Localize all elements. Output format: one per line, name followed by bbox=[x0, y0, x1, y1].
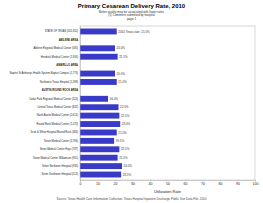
bar bbox=[80, 113, 119, 119]
bar bbox=[80, 104, 119, 110]
category-label: Seton Medical Center Williamson (955) bbox=[33, 156, 78, 160]
bar bbox=[80, 96, 108, 102]
bar bbox=[80, 45, 115, 51]
plot-frame bbox=[80, 26, 255, 180]
y-tick: Seton Medical Center Hays (787) bbox=[40, 147, 80, 151]
y-axis-line bbox=[80, 27, 81, 181]
category-label: Cedar Park Regional Medical Center (524) bbox=[29, 97, 78, 101]
bar bbox=[80, 146, 119, 152]
x-tick-label: 90 bbox=[236, 182, 240, 186]
x-tick: 10 bbox=[96, 180, 100, 186]
category-label: Seton Northwest Hospital (933) bbox=[42, 164, 78, 168]
category-label: Hendrick Medical Center (1,934) bbox=[41, 55, 78, 59]
data-label: 21.0% bbox=[118, 131, 127, 135]
x-tick-label: 20 bbox=[114, 182, 118, 186]
subtitle: page 1 bbox=[127, 17, 137, 21]
y-tick: ABILENE AREA bbox=[59, 38, 80, 42]
x-tick-label: 100 bbox=[253, 182, 259, 186]
bar bbox=[80, 71, 115, 77]
x-tick-label: 70 bbox=[201, 182, 205, 186]
y-tick: Seton Medical Center Williamson (955) bbox=[33, 156, 80, 160]
x-axis-title: Utilization Rate bbox=[154, 189, 182, 194]
bar bbox=[80, 155, 118, 161]
category-label: Central Texas Medical Center (832) bbox=[37, 105, 78, 109]
x-tick-label: 10 bbox=[96, 182, 100, 186]
y-tick: Northwest Texas Hospital (1,598) bbox=[40, 80, 80, 84]
x-tick: 0 bbox=[80, 180, 82, 186]
category-label: ABILENE AREA bbox=[59, 38, 78, 42]
bars bbox=[80, 29, 122, 178]
data-label: 21.5% bbox=[119, 55, 128, 59]
y-tick: Hendrick Medical Center (1,934) bbox=[41, 55, 80, 59]
bar bbox=[80, 54, 118, 60]
category-label: Round Rock Medical Center (1,470) bbox=[37, 122, 79, 126]
bar bbox=[80, 130, 117, 136]
x-tick: 90 bbox=[236, 180, 240, 186]
x-tick: 40 bbox=[149, 180, 153, 186]
category-label: AMARILLO AREA bbox=[56, 63, 78, 67]
category-label: Northwest Texas Hospital (1,598) bbox=[40, 80, 78, 84]
category-label: Baptist St Anthonys Health System-Baptis… bbox=[10, 71, 78, 75]
y-tick: Scott & White Hospital Round Rock (384) bbox=[30, 130, 80, 134]
category-label: Abilene Regional Medical Center (585) bbox=[33, 46, 78, 50]
data-label: 2010 Texas rate: 21.0% bbox=[118, 30, 150, 34]
x-tick-label: 0 bbox=[80, 182, 82, 186]
y-tick: AMARILLO AREA bbox=[56, 63, 80, 67]
category-label: AUSTIN-ROUND ROCK AREA bbox=[42, 88, 78, 92]
y-tick: Abilene Regional Medical Center (585) bbox=[33, 46, 80, 50]
y-tick: Round Rock Medical Center (1,470) bbox=[37, 122, 80, 126]
category-label: Scott & White Hospital Round Rock (384) bbox=[30, 130, 78, 134]
x-tick: 80 bbox=[219, 180, 223, 186]
data-label: 21.5% bbox=[119, 156, 128, 160]
x-tick: 100 bbox=[253, 180, 259, 186]
bar bbox=[80, 138, 114, 144]
x-tick: 20 bbox=[114, 180, 118, 186]
y-tick: North Austin Medical Center (2,614) bbox=[37, 113, 80, 117]
y-tick: Seton Northwest Hospital (933) bbox=[42, 164, 80, 168]
y-tick: Central Texas Medical Center (832) bbox=[37, 105, 80, 109]
source: Source: Texas Health Care Information Co… bbox=[57, 197, 207, 201]
x-tick: 70 bbox=[201, 180, 205, 186]
x-tick-label: 60 bbox=[184, 182, 188, 186]
y-tick: AUSTIN-ROUND ROCK AREA bbox=[42, 88, 80, 92]
data-label: 20.0% bbox=[117, 72, 126, 76]
category-label: STATE OF TEXAS (262,352) bbox=[45, 29, 78, 33]
y-tick: Cedar Park Regional Medical Center (524) bbox=[29, 97, 80, 101]
bar bbox=[80, 29, 117, 35]
data-label: 21.0% bbox=[118, 80, 127, 84]
bar bbox=[80, 172, 121, 178]
y-tick: Seton Southwest Hospital (513) bbox=[42, 172, 80, 176]
x-tick: 50 bbox=[166, 180, 170, 186]
x-tick-label: 80 bbox=[219, 182, 223, 186]
data-label: 23.5% bbox=[123, 173, 132, 177]
data-label: 19.5% bbox=[116, 139, 125, 143]
category-label: North Austin Medical Center (2,614) bbox=[37, 113, 78, 117]
x-tick: 30 bbox=[131, 180, 135, 186]
bar bbox=[80, 79, 117, 85]
category-label: Seton Southwest Hospital (513) bbox=[42, 172, 79, 176]
x-tick: 60 bbox=[184, 180, 188, 186]
data-label: 22.0% bbox=[120, 105, 129, 109]
bar bbox=[80, 121, 120, 127]
data-label: 24.0% bbox=[124, 164, 133, 168]
y-tick: Baptist St Anthonys Health System-Baptis… bbox=[10, 71, 80, 75]
category-label: Seton Medical Center (4,766) bbox=[44, 139, 78, 143]
y-tick: STATE OF TEXAS (262,352) bbox=[45, 29, 80, 33]
bar bbox=[80, 163, 122, 169]
data-label: 20.0% bbox=[117, 46, 126, 50]
data-label: 22.5% bbox=[121, 147, 130, 151]
data-label: 23.0% bbox=[122, 122, 131, 126]
chart: Primary Cesarean Delivery Rate, 2010Bett… bbox=[0, 0, 263, 203]
x-tick-label: 30 bbox=[131, 182, 135, 186]
x-tick-label: 40 bbox=[149, 182, 153, 186]
category-label: Seton Medical Center Hays (787) bbox=[40, 147, 78, 151]
y-tick: Seton Medical Center (4,766) bbox=[44, 139, 80, 143]
title: Primary Cesarean Delivery Rate, 2010 bbox=[78, 3, 186, 9]
data-label: 22.5% bbox=[121, 114, 130, 118]
data-label: 16.0% bbox=[110, 97, 119, 101]
x-tick-label: 50 bbox=[166, 182, 170, 186]
